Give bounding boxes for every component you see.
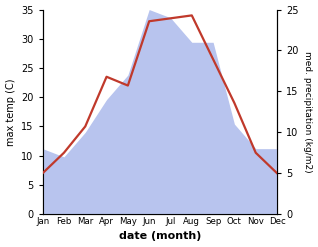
Y-axis label: max temp (C): max temp (C) (5, 78, 16, 145)
X-axis label: date (month): date (month) (119, 231, 201, 242)
Y-axis label: med. precipitation (kg/m2): med. precipitation (kg/m2) (303, 51, 313, 173)
